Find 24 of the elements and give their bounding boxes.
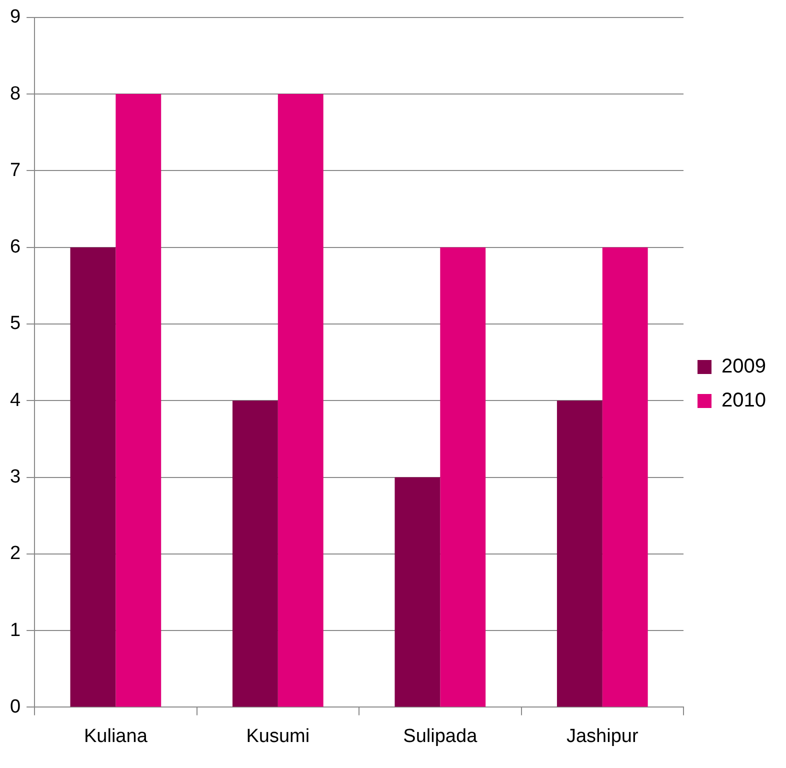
bar — [232, 400, 278, 707]
y-tick-label: 0 — [10, 696, 21, 718]
x-tick-label: Kusumi — [246, 726, 310, 747]
legend-label: 2010 — [722, 390, 766, 412]
legend-label: 2009 — [722, 356, 766, 378]
bar — [394, 477, 440, 707]
y-tick-label: 7 — [10, 160, 21, 181]
y-tick-label: 5 — [10, 313, 21, 334]
bar — [116, 94, 162, 707]
bar — [440, 247, 486, 707]
y-tick-label: 4 — [10, 390, 21, 411]
y-tick-label: 1 — [10, 620, 21, 641]
y-tick-label: 6 — [10, 236, 21, 258]
y-tick-label: 9 — [10, 6, 21, 28]
bar — [556, 400, 602, 707]
y-tick-label: 3 — [10, 466, 21, 488]
x-tick-label: Jashipur — [566, 726, 639, 747]
x-tick-label: Sulipada — [403, 726, 478, 747]
bar — [70, 247, 116, 707]
x-tick-label: Kuliana — [84, 726, 148, 747]
y-tick-label: 2 — [10, 543, 21, 564]
bar — [278, 94, 324, 707]
y-tick-label: 8 — [10, 83, 21, 104]
bar — [602, 247, 648, 707]
